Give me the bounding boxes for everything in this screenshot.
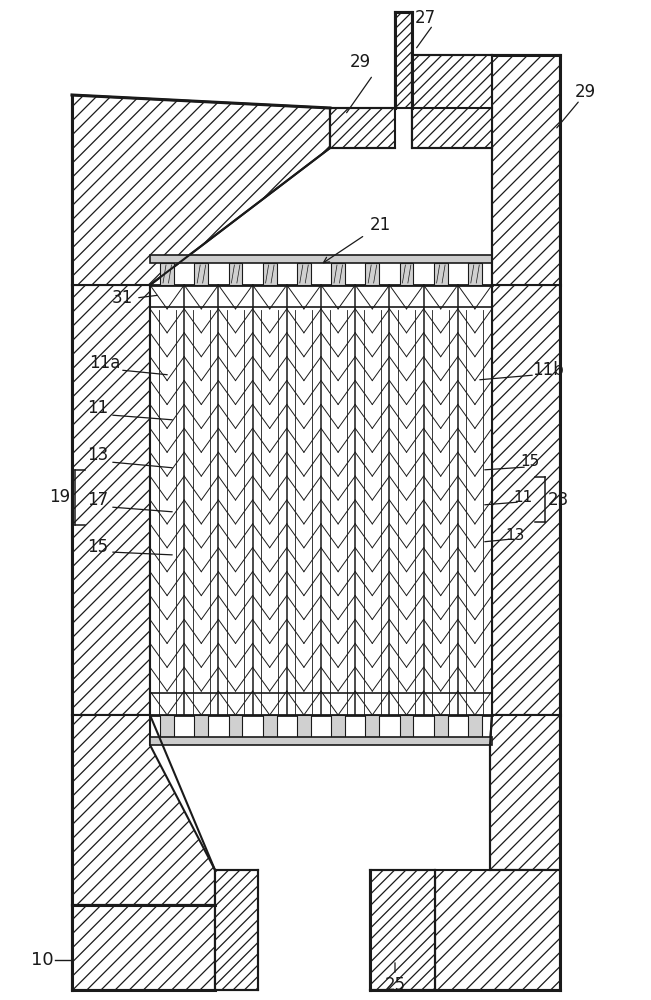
Polygon shape <box>297 715 311 737</box>
Polygon shape <box>160 263 174 285</box>
Polygon shape <box>72 715 215 905</box>
Text: 23: 23 <box>547 491 568 509</box>
Text: 31: 31 <box>111 289 133 307</box>
Text: 17: 17 <box>87 491 109 509</box>
Polygon shape <box>330 108 395 148</box>
Text: 11a: 11a <box>89 354 120 372</box>
Polygon shape <box>195 715 208 737</box>
Polygon shape <box>72 95 330 285</box>
Polygon shape <box>229 263 242 285</box>
Polygon shape <box>263 263 277 285</box>
Text: 15: 15 <box>520 454 540 470</box>
Text: 11: 11 <box>87 399 109 417</box>
Polygon shape <box>412 55 492 148</box>
Text: 19: 19 <box>49 488 70 506</box>
Text: 11: 11 <box>514 490 533 506</box>
Polygon shape <box>435 870 560 990</box>
Polygon shape <box>490 715 560 870</box>
Text: 15: 15 <box>87 538 109 556</box>
Polygon shape <box>492 55 560 285</box>
Text: 27: 27 <box>415 9 436 27</box>
Polygon shape <box>365 715 379 737</box>
Polygon shape <box>468 715 482 737</box>
Polygon shape <box>297 263 311 285</box>
Text: 13: 13 <box>505 528 525 542</box>
Polygon shape <box>434 715 447 737</box>
Polygon shape <box>434 263 447 285</box>
Polygon shape <box>215 870 258 990</box>
Text: 10: 10 <box>31 951 53 969</box>
Polygon shape <box>160 715 174 737</box>
Polygon shape <box>331 263 345 285</box>
Polygon shape <box>400 263 413 285</box>
Polygon shape <box>195 263 208 285</box>
Polygon shape <box>229 715 242 737</box>
Polygon shape <box>72 285 150 715</box>
Text: 25: 25 <box>385 976 406 994</box>
Text: 21: 21 <box>369 216 391 234</box>
Text: 29: 29 <box>574 83 596 101</box>
Text: 13: 13 <box>87 446 109 464</box>
Polygon shape <box>370 870 435 990</box>
Polygon shape <box>400 715 413 737</box>
Polygon shape <box>395 12 412 108</box>
Polygon shape <box>468 263 482 285</box>
Polygon shape <box>150 285 492 715</box>
Text: 11b: 11b <box>532 361 564 379</box>
Polygon shape <box>150 737 492 745</box>
Polygon shape <box>263 715 277 737</box>
Polygon shape <box>150 255 492 263</box>
Text: 29: 29 <box>350 53 370 71</box>
Polygon shape <box>331 715 345 737</box>
Polygon shape <box>72 905 215 990</box>
Polygon shape <box>492 285 560 715</box>
Polygon shape <box>365 263 379 285</box>
